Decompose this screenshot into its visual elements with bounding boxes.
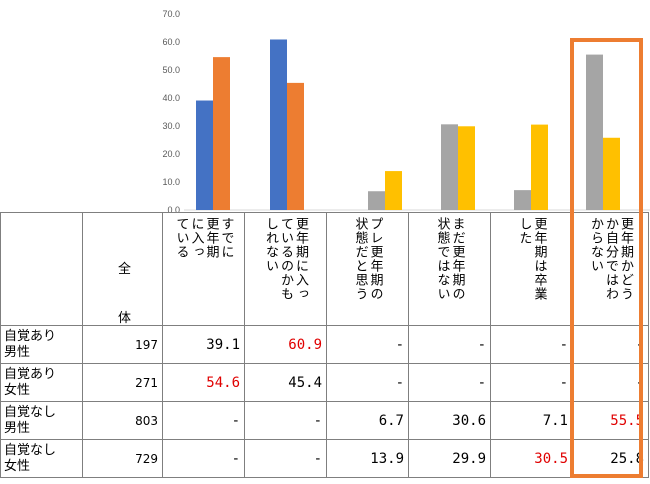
y-tick-label: 30.0 — [162, 121, 180, 131]
value-cell: 60.9 — [244, 325, 327, 364]
total-header-cell: 全 体 — [82, 212, 163, 326]
col-header-4: まだ更年期の 状態ではない — [408, 212, 491, 326]
bar-1-series-1 — [196, 100, 213, 210]
col-header-3: プレ更年期の 状態だと思う — [326, 212, 409, 326]
value-cell: 39.1 — [162, 325, 245, 364]
bar-1-series-2 — [213, 57, 230, 211]
col-header-label: まだ更年期の 状態ではない — [434, 217, 465, 301]
value-cell: 55.5 — [572, 401, 649, 440]
y-tick-label: 50.0 — [162, 65, 180, 75]
row-label: 自覚あり 男性 — [0, 325, 83, 364]
y-tick-label: 60.0 — [162, 37, 180, 47]
value-cell: - — [490, 325, 573, 364]
highlight-box — [570, 38, 643, 478]
value-cell: - — [244, 439, 327, 478]
value-cell: - — [162, 439, 245, 478]
col-header-5: 更年期は卒業 した — [490, 212, 573, 326]
bar-5-series-3 — [514, 190, 531, 210]
header-row: 全 体 すでに 更年期 に入っ ている 更年期に入っ ているのかも しれない プ… — [0, 212, 649, 326]
y-tick-label: 10.0 — [162, 177, 180, 187]
col-header-6: 更年期かどう か自分ではわ からない — [572, 212, 649, 326]
y-tick-label: 20.0 — [162, 149, 180, 159]
value-cell: 30.5 — [490, 439, 573, 478]
row-label: 自覚あり 女性 — [0, 363, 83, 402]
row-n-count: 803 — [82, 401, 163, 440]
value-cell: - — [244, 401, 327, 440]
col-header-label: 更年期かどう か自分ではわ からない — [588, 217, 633, 301]
value-cell: - — [408, 325, 491, 364]
y-tick-label: 70.0 — [162, 9, 180, 19]
value-cell: - — [326, 325, 409, 364]
value-cell: 45.4 — [244, 363, 327, 402]
value-cell: 29.9 — [408, 439, 491, 478]
bar-6-series-3 — [586, 54, 603, 210]
row-n-count: 197 — [82, 325, 163, 364]
value-cell: - — [326, 363, 409, 402]
bar-3-series-4 — [385, 171, 402, 210]
col-header-label: プレ更年期の 状態だと思う — [352, 217, 383, 301]
col-header-label: 更年期は卒業 した — [516, 217, 547, 301]
table-row: 自覚なし 女性 729- -13.9 29.9 30.5 25.8 — [0, 439, 649, 478]
value-cell: - — [408, 363, 491, 402]
bar-4-series-3 — [441, 124, 458, 210]
bar-4-series-4 — [458, 126, 475, 210]
col-header-2: 更年期に入っ ているのかも しれない — [244, 212, 327, 326]
row-label: 自覚なし 男性 — [0, 401, 83, 440]
bar-6-series-4 — [603, 137, 620, 210]
row-n-count: 729 — [82, 439, 163, 478]
col-header-1: すでに 更年期 に入っ ている — [162, 212, 245, 326]
bar-5-series-4 — [531, 124, 548, 210]
value-cell: 13.9 — [326, 439, 409, 478]
y-tick-label: 40.0 — [162, 93, 180, 103]
total-header-bottom: 体 — [118, 311, 132, 326]
blank-header-cell — [0, 212, 83, 326]
value-cell: - — [162, 401, 245, 440]
value-cell: - — [490, 363, 573, 402]
bar-3-series-3 — [368, 191, 385, 210]
value-cell: 54.6 — [162, 363, 245, 402]
bar-2-series-2 — [287, 82, 304, 210]
data-table: 全 体 すでに 更年期 に入っ ている 更年期に入っ ているのかも しれない プ… — [0, 212, 649, 478]
row-label: 自覚なし 女性 — [0, 439, 83, 478]
col-header-label: 更年期に入っ ているのかも しれない — [263, 217, 308, 301]
table-row: 自覚あり 女性 271 54.6 45.4- - - - — [0, 363, 649, 402]
bars — [196, 39, 620, 211]
total-header-top: 全 — [118, 262, 132, 277]
table-row: 自覚なし 男性 803- -6.7 30.6 7.1 55.5 — [0, 401, 649, 440]
table-row: 自覚あり 男性 197 39.1 60.9- - - - — [0, 325, 649, 364]
value-cell: 6.7 — [326, 401, 409, 440]
y-tick-label: 0.0 — [167, 205, 180, 212]
bar-2-series-1 — [270, 39, 287, 211]
value-cell: 7.1 — [490, 401, 573, 440]
row-n-count: 271 — [82, 363, 163, 402]
bar-chart: 0.0 10.0 20.0 30.0 40.0 50.0 60.0 70.0 — [162, 9, 650, 212]
value-cell: 30.6 — [408, 401, 491, 440]
col-header-label: すでに 更年期 に入っ ている — [173, 217, 234, 259]
